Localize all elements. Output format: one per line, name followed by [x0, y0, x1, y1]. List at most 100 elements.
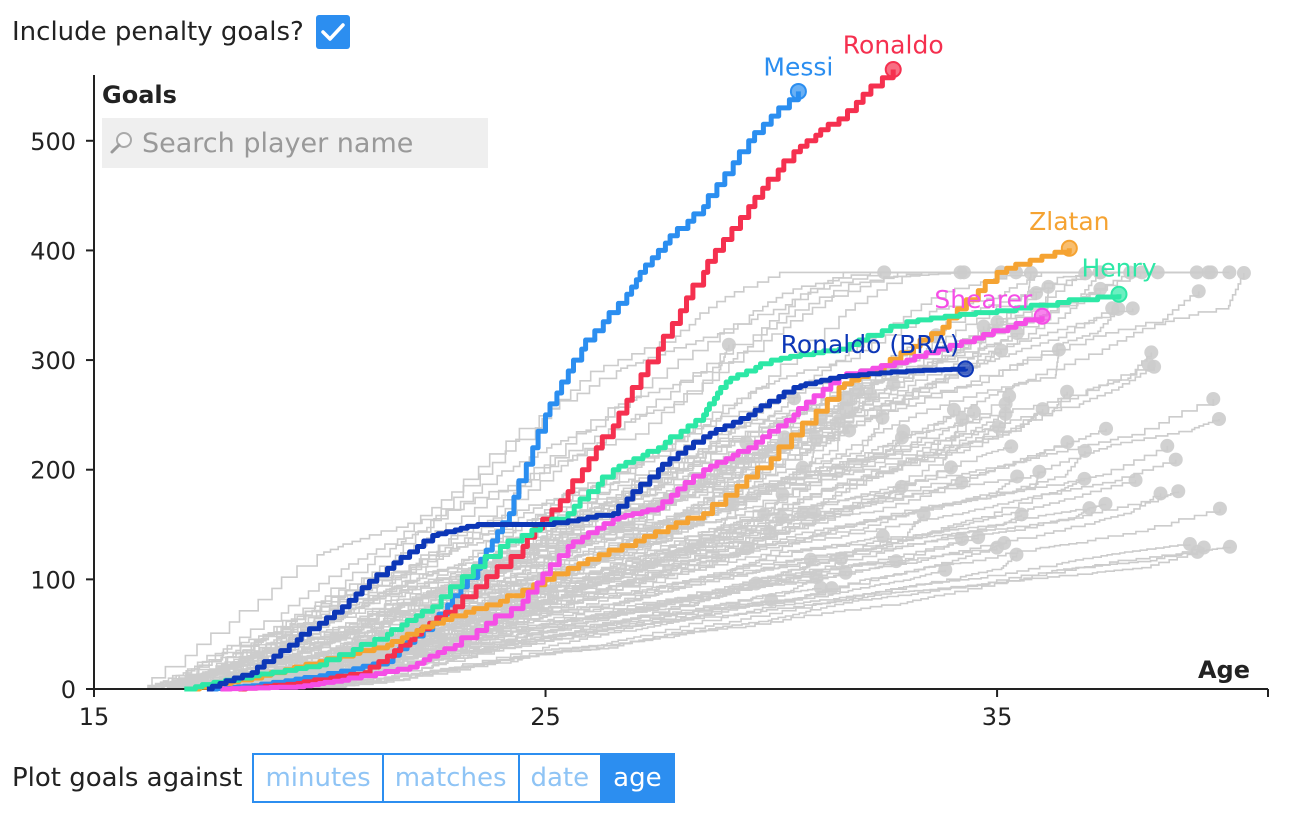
background-end-point	[1144, 345, 1159, 360]
background-end-point	[1212, 501, 1227, 516]
background-end-point	[1060, 384, 1075, 399]
background-end-point	[1125, 301, 1140, 316]
background-end-point	[894, 430, 909, 445]
background-end-point	[998, 396, 1013, 411]
x-tick-label: 15	[79, 703, 110, 731]
penalty-checkbox[interactable]	[315, 15, 350, 49]
series-end-point	[956, 360, 974, 378]
background-line	[317, 546, 1231, 690]
background-end-point	[1222, 265, 1237, 280]
background-line	[181, 271, 1212, 690]
background-end-point	[1009, 547, 1024, 562]
series-line-ronaldo-bra-	[206, 366, 968, 692]
background-line	[230, 308, 1113, 690]
background-end-point	[807, 505, 822, 520]
background-end-point	[943, 460, 958, 475]
series-end-point	[1033, 307, 1051, 325]
series-label: Ronaldo	[843, 31, 944, 60]
x-axis-label: Age	[1198, 656, 1250, 684]
series-line-shearer	[220, 316, 1045, 692]
background-end-point	[1153, 486, 1168, 501]
x-tick-label: 35	[982, 703, 1013, 731]
background-line	[315, 554, 1018, 690]
background-end-point	[966, 404, 981, 419]
background-end-point	[851, 384, 866, 399]
background-end-point	[946, 402, 961, 417]
y-tick-label: 200	[30, 457, 76, 485]
background-end-point	[1147, 359, 1162, 374]
search-icon	[102, 118, 142, 168]
axes: 15 25 35 0 100 200 300 400 500	[30, 75, 1269, 731]
y-axis-label: Goals	[102, 81, 177, 109]
highlighted-series: Messi Ronaldo Zlatan Henry Shearer Ronaldo (B…	[184, 31, 1157, 692]
checkmark-icon	[321, 23, 345, 41]
background-line	[283, 427, 1000, 690]
background-end-point	[1041, 279, 1056, 294]
plot-against-selector: minutes matches date age	[252, 753, 675, 803]
background-end-point	[1035, 402, 1050, 417]
y-tick-label: 300	[30, 347, 76, 375]
background-end-point	[1236, 266, 1251, 281]
option-age[interactable]: age	[600, 755, 673, 801]
background-end-point	[1171, 484, 1186, 499]
background-end-point	[813, 580, 828, 595]
series-label: Zlatan	[1029, 207, 1109, 236]
background-line	[296, 551, 1199, 690]
background-end-point	[1105, 301, 1120, 316]
penalty-label: Include penalty goals?	[12, 17, 304, 47]
background-end-point	[1082, 501, 1097, 516]
background-end-point	[1004, 439, 1019, 454]
y-tick-label: 500	[30, 128, 76, 156]
plot-against-label: Plot goals against	[12, 763, 243, 793]
series-label: Messi	[763, 52, 833, 81]
background-end-point	[1010, 469, 1025, 484]
penalty-toggle-row: Include penalty goals?	[12, 14, 350, 50]
background-end-point	[994, 343, 1009, 358]
background-end-point	[976, 319, 991, 334]
background-end-point	[777, 430, 792, 445]
option-matches[interactable]: matches	[381, 755, 518, 801]
series-line-messi	[211, 91, 801, 692]
background-line	[162, 271, 1016, 690]
background-end-point	[1099, 421, 1114, 436]
series-label: Ronaldo (BRA)	[781, 330, 960, 359]
background-line	[284, 445, 1169, 690]
background-end-point	[971, 530, 986, 545]
series-end-point	[1110, 285, 1128, 303]
background-end-point	[1191, 284, 1206, 299]
y-tick-label: 100	[30, 566, 76, 594]
background-line	[288, 409, 1044, 690]
background-line	[200, 508, 1091, 690]
background-line	[197, 271, 1002, 690]
background-end-point	[875, 529, 890, 544]
background-end-point	[1060, 435, 1075, 450]
y-tick-label: 0	[61, 676, 76, 704]
background-end-point	[1168, 452, 1183, 467]
background-end-point	[954, 475, 969, 490]
background-line	[269, 587, 822, 690]
x-tick-label: 25	[530, 703, 561, 731]
option-minutes[interactable]: minutes	[265, 763, 371, 793]
background-end-point	[842, 423, 857, 438]
background-line	[143, 271, 1100, 690]
background-end-point	[1201, 265, 1216, 280]
option-date[interactable]: date	[517, 755, 601, 801]
search-box	[102, 118, 488, 168]
series-end-point	[789, 82, 807, 100]
background-end-point	[886, 377, 901, 392]
series-line-henry	[184, 294, 1122, 692]
background-line	[177, 271, 1230, 690]
y-tick-label: 400	[30, 237, 76, 265]
search-input[interactable]	[142, 127, 472, 159]
background-end-point	[1128, 473, 1143, 488]
series-line-ronaldo	[238, 69, 896, 692]
background-end-point	[1098, 496, 1113, 511]
background-line	[145, 344, 730, 690]
background-end-point	[938, 562, 953, 577]
series-label: Shearer	[934, 285, 1033, 314]
background-end-point	[1078, 266, 1093, 281]
background-end-point	[1014, 507, 1029, 522]
background-end-point	[1223, 539, 1238, 554]
background-end-point	[955, 532, 970, 547]
background-end-point	[1212, 412, 1227, 427]
